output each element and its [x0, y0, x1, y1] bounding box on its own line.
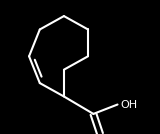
Text: OH: OH [120, 100, 137, 109]
